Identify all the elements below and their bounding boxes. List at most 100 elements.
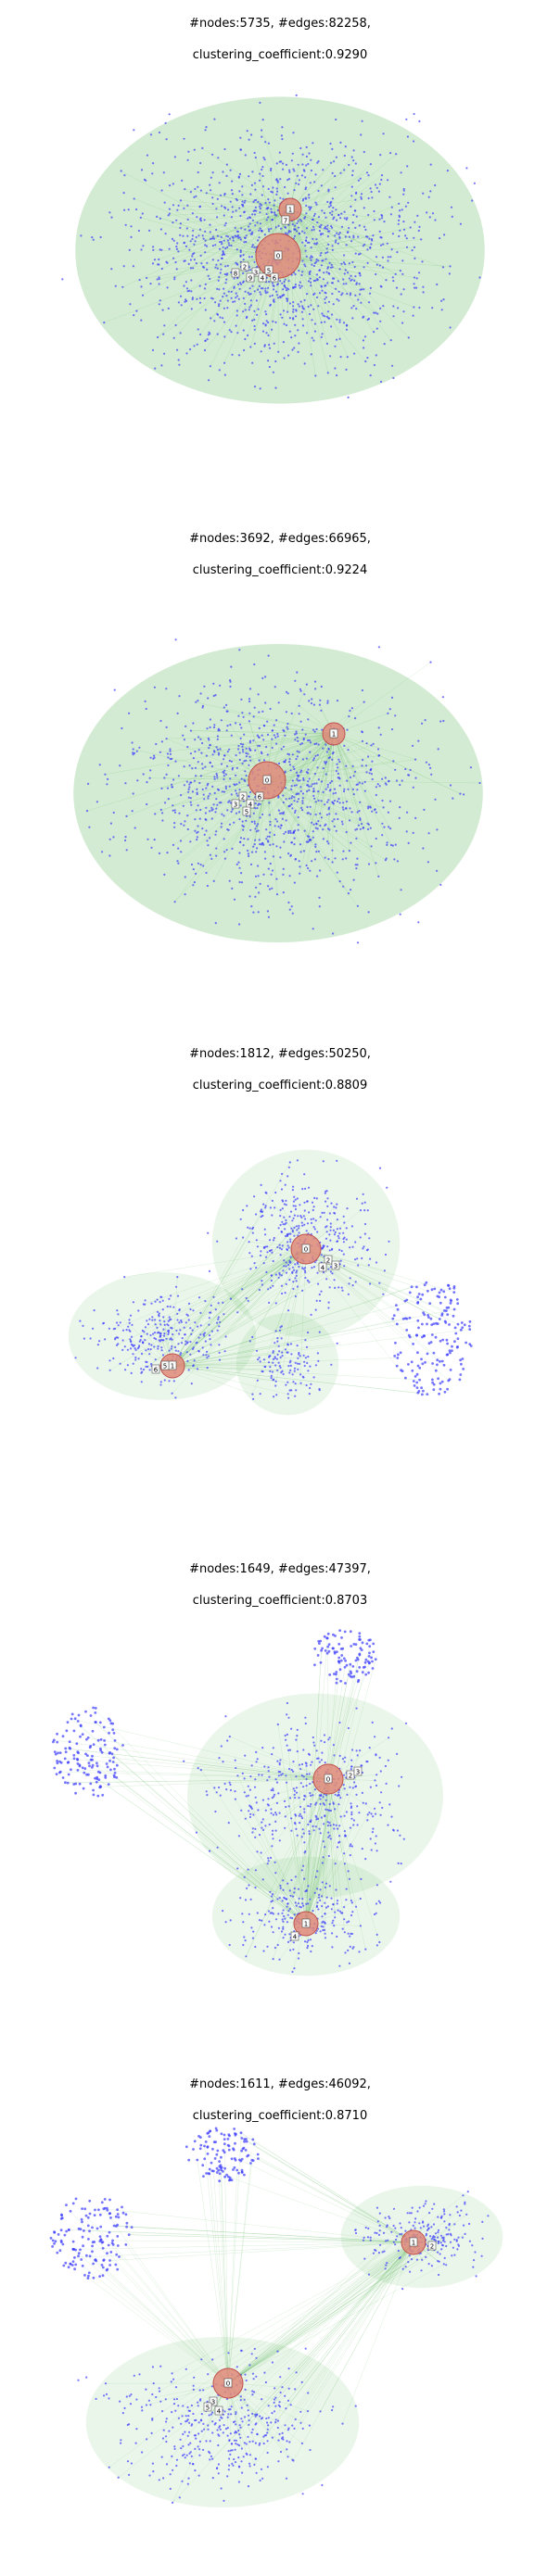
graph-node (128, 248, 131, 251)
graph-node (384, 859, 387, 862)
graph-node (257, 744, 260, 747)
graph-node (293, 800, 296, 802)
graph-node (338, 784, 341, 787)
graph-node (128, 1321, 131, 1324)
graph-edge (259, 733, 335, 761)
graph-node (374, 1807, 376, 1810)
graph-node (343, 1814, 346, 1817)
graph-node (325, 296, 328, 298)
graph-edge (172, 1298, 421, 1367)
graph-node (314, 827, 317, 829)
graph-node (345, 857, 348, 860)
graph-node (137, 229, 140, 233)
graph-node (108, 1327, 110, 1330)
graph-node (166, 852, 169, 854)
graph-node (337, 817, 339, 821)
graph-node (271, 729, 274, 732)
graph-node (162, 1334, 165, 1337)
graph-node (176, 1276, 179, 1279)
graph-node (356, 789, 359, 791)
graph-edge (237, 1775, 307, 1925)
graph-edge (289, 208, 371, 248)
graph-node (261, 1370, 263, 1373)
graph-node (300, 742, 304, 745)
graph-node (155, 742, 158, 746)
graph-node (121, 1329, 125, 1332)
graph-node (194, 1321, 197, 1324)
graph-node (199, 1333, 202, 1336)
graph-node (248, 755, 251, 758)
graph-node (268, 802, 271, 804)
graph-node (266, 753, 269, 756)
graph-node (275, 742, 278, 745)
graph-node (251, 244, 254, 246)
graph-node (385, 279, 388, 282)
graph-node (296, 230, 299, 233)
graph-node (209, 718, 211, 721)
graph-node (349, 1945, 351, 1948)
graph-node (310, 259, 312, 261)
graph-node (294, 1823, 297, 1825)
graph-node (384, 1764, 387, 1768)
graph-node (337, 772, 339, 775)
graph-node (110, 216, 113, 219)
graph-node (325, 1278, 328, 1281)
graph-node (61, 278, 64, 281)
graph-edge (172, 1267, 332, 1367)
graph-node (312, 1226, 315, 1229)
graph-node (437, 748, 439, 751)
graph-node (205, 1354, 208, 1357)
graph-node (260, 204, 263, 207)
graph-node (251, 1335, 254, 1339)
graph-node (288, 1907, 291, 1911)
graph-node (287, 1910, 290, 1913)
graph-node (279, 196, 282, 199)
graph-node (141, 1329, 144, 1332)
graph-node (328, 272, 331, 275)
graph-node (363, 1201, 366, 1204)
graph-node (152, 162, 155, 165)
graph-node (286, 1381, 289, 1383)
graph-node (436, 1358, 439, 1362)
graph-node (323, 1734, 326, 1736)
graph-node (336, 800, 339, 802)
graph-node (168, 1380, 171, 1383)
graph-node (316, 1757, 319, 1760)
graph-node (221, 243, 223, 246)
graph-node (197, 1296, 201, 1299)
graph-node (278, 1350, 281, 1353)
graph-node (316, 827, 319, 830)
graph-edge (201, 733, 335, 753)
graph-node (224, 282, 227, 284)
graph-node (255, 1750, 258, 1753)
graph-node (439, 883, 442, 886)
graph-edge (95, 1722, 307, 1925)
graph-node (345, 1238, 348, 1241)
graph-node (234, 1759, 236, 1762)
graph-node (398, 219, 401, 221)
graph-node (116, 1309, 119, 1312)
graph-node (162, 1339, 165, 1342)
graph-node (324, 1814, 326, 1818)
graph-node (276, 1340, 279, 1343)
graph-node (260, 1216, 262, 1219)
graph-node (187, 1369, 190, 1371)
graph-node (333, 160, 336, 163)
graph-node (352, 159, 355, 162)
graph-node (224, 787, 227, 790)
graph-node (260, 1851, 262, 1854)
graph-node (449, 784, 452, 787)
graph-node (159, 217, 161, 220)
graph-edge (198, 1248, 307, 1298)
graph-edge (266, 779, 384, 808)
graph-node (293, 881, 296, 884)
graph-edge (172, 1341, 250, 1367)
graph-node (434, 183, 437, 187)
graph-node (296, 221, 299, 225)
graph-node (258, 205, 261, 208)
graph-node (334, 186, 337, 189)
graph-node (413, 1384, 416, 1387)
graph-node (375, 311, 377, 314)
graph-node (260, 1208, 262, 1211)
graph-node (267, 1288, 270, 1291)
